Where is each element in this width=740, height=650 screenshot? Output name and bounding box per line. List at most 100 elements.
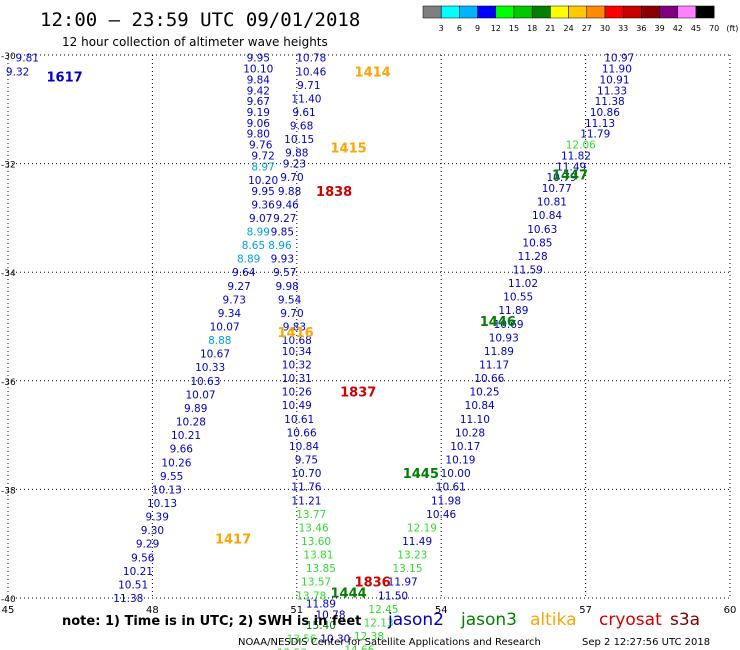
wave-height-point: 10.85 xyxy=(522,237,552,249)
wave-height-point: 9.32 xyxy=(6,66,29,78)
colorbar-label: 36 xyxy=(636,24,646,33)
wave-height-point: 9.46 xyxy=(275,199,299,211)
wave-height-point: 10.81 xyxy=(537,197,567,209)
colorbar-swatch xyxy=(604,5,624,19)
wave-height-point: 10.84 xyxy=(465,400,495,412)
wave-height-point: 8.99 xyxy=(247,226,270,238)
colorbar-label: 9 xyxy=(475,24,480,33)
wave-height-point: 10.31 xyxy=(282,373,312,385)
track-time-label: 1416 xyxy=(278,326,314,341)
colorbar-swatch xyxy=(622,5,642,19)
colorbar-label: 27 xyxy=(582,24,592,33)
wave-height-point: 10.46 xyxy=(426,509,456,521)
track-time-label: 1444 xyxy=(330,587,366,602)
x-tick-label: 51 xyxy=(290,605,303,616)
colorbar-swatch xyxy=(495,5,515,19)
legend-entry: altika xyxy=(530,610,577,630)
chart-subtitle: 12 hour collection of altimeter wave hei… xyxy=(62,35,328,49)
wave-height-point: 8.88 xyxy=(208,335,231,347)
wave-height-point: 10.67 xyxy=(200,349,230,361)
wave-height-point: 10.91 xyxy=(599,74,629,86)
wave-height-point: 13.77 xyxy=(296,509,326,521)
wave-height-point: 10.51 xyxy=(118,579,148,591)
wave-height-point: 12.53 xyxy=(277,647,307,650)
wave-height-points: 9.819.329.9510.109.849.429.679.199.069.8… xyxy=(6,53,634,650)
colorbar-label: 39 xyxy=(655,24,665,33)
wave-height-point: 9.68 xyxy=(290,121,313,133)
wave-height-point: 9.71 xyxy=(297,80,320,92)
colorbar-label: 42 xyxy=(673,24,683,33)
wave-height-point: 10.69 xyxy=(494,319,524,331)
wave-height-point: 9.57 xyxy=(273,267,296,279)
wave-height-point: 11.97 xyxy=(388,577,418,589)
wave-height-point: 10.28 xyxy=(176,417,206,429)
wave-height-point: 10.86 xyxy=(590,107,620,119)
wave-height-point: 9.75 xyxy=(295,455,318,467)
wave-height-point: 9.89 xyxy=(184,403,207,415)
colorbar-label: (ft) xyxy=(726,24,738,33)
wave-height-point: 10.97 xyxy=(604,53,634,65)
y-tick-label: -30 xyxy=(1,52,16,62)
wave-height-point: 13.56 xyxy=(287,634,317,646)
wave-height-point: 11.82 xyxy=(561,150,591,162)
wave-height-point: 10.32 xyxy=(282,360,312,372)
wave-height-point: 8.96 xyxy=(268,240,292,252)
colorbar-label: 3 xyxy=(439,24,444,33)
wave-height-point: 11.49 xyxy=(402,536,432,548)
wave-height-point: 9.27 xyxy=(273,213,296,225)
legend-entry: jason2 xyxy=(387,610,444,630)
x-tick-label: 48 xyxy=(146,605,159,616)
wave-height-point: 9.55 xyxy=(160,471,183,483)
wave-height-point: 9.85 xyxy=(271,226,294,238)
track-time-label: 1446 xyxy=(480,315,516,330)
wave-height-point: 12.06 xyxy=(566,140,596,152)
colorbar-swatch xyxy=(586,5,606,19)
wave-height-point: 8.65 xyxy=(242,240,265,252)
color-scale-bar: 3 6 9 12 15 18 21 24 27 30 33 36 39 42 45 70 (ft) xyxy=(422,5,738,33)
wave-height-point: 10.13 xyxy=(152,484,182,496)
colorbar-label: 21 xyxy=(545,24,555,33)
wave-height-point: 10.30 xyxy=(320,634,350,646)
wave-height-point: 13.81 xyxy=(303,550,333,562)
wave-height-point: 9.98 xyxy=(275,281,298,293)
wave-height-point: 9.42 xyxy=(247,85,270,97)
wave-height-point: 11.89 xyxy=(498,305,528,317)
colorbar-swatch xyxy=(531,5,551,19)
x-tick-label: 60 xyxy=(724,605,737,616)
wave-height-point: 10.17 xyxy=(450,441,480,453)
wave-height-point: 9.88 xyxy=(285,148,308,160)
wave-height-point: 10.66 xyxy=(287,427,317,439)
colorbar-swatch xyxy=(659,5,679,19)
wave-height-point: 11.17 xyxy=(479,360,509,372)
wave-height-point: 9.76 xyxy=(249,140,273,152)
y-tick-label: -40 xyxy=(1,595,16,605)
track-time-label: 1837 xyxy=(340,386,376,401)
wave-height-point: 10.13 xyxy=(147,498,177,510)
wave-height-point: 10.93 xyxy=(489,332,519,344)
colorbar-swatch xyxy=(459,5,478,19)
colorbar-label: 12 xyxy=(491,24,501,33)
wave-height-point: 9.23 xyxy=(283,159,306,171)
wave-height-point: 10.34 xyxy=(282,346,312,358)
wave-height-point: 14.66 xyxy=(344,645,374,650)
y-tick-label: -32 xyxy=(1,161,16,171)
wave-height-point: 10.79 xyxy=(547,172,577,184)
wave-height-point: 10.00 xyxy=(441,468,471,480)
colorbar-label: 6 xyxy=(457,24,462,33)
wave-height-point: 10.78 xyxy=(296,53,326,65)
colorbar-label: 18 xyxy=(527,24,537,33)
wave-height-point: 9.64 xyxy=(232,267,256,279)
wave-height-point: 9.30 xyxy=(141,525,164,537)
wave-height-point: 10.19 xyxy=(445,455,475,467)
track-time-label: 1445 xyxy=(403,467,439,482)
track-time-labels: 1617 1414 1415 1838 1447 1446 1416 1837 1445 1417… xyxy=(47,65,589,601)
wave-height-point: 11.02 xyxy=(508,278,538,290)
units-note: note: 1) Time is in UTC; 2) SWH is in fe… xyxy=(62,614,361,629)
wave-height-point: 9.70 xyxy=(280,308,303,320)
wave-height-point: 13.46 xyxy=(299,522,329,534)
wave-height-point: 13.60 xyxy=(301,536,331,548)
wave-height-point: 9.70 xyxy=(280,172,303,184)
wave-height-point: 12.45 xyxy=(368,604,398,616)
wave-height-point: 9.88 xyxy=(278,186,301,198)
wave-height-point: 10.61 xyxy=(284,414,314,426)
